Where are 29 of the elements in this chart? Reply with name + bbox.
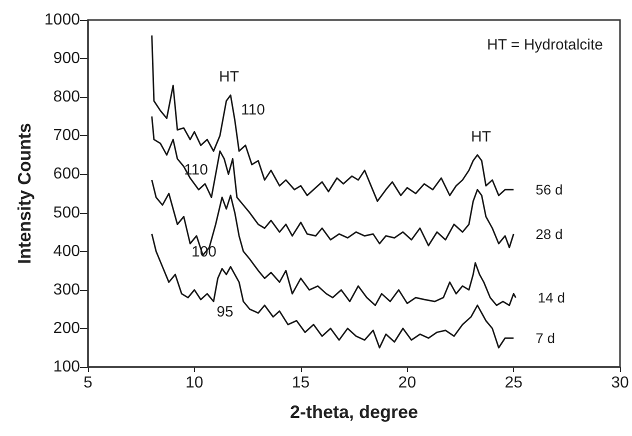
y-tick-label: 500 (53, 204, 80, 222)
y-axis-title: Intensity Counts (14, 122, 35, 264)
y-tick-label: 400 (53, 242, 80, 260)
series-label: 56 d (536, 182, 563, 198)
series-label: 7 d (536, 330, 556, 346)
x-tick-label: 5 (84, 374, 93, 392)
y-tick-label: 600 (53, 166, 80, 183)
y-tick-label: 700 (53, 127, 80, 144)
y-tick-label: 100 (53, 358, 80, 376)
line-series (151, 233, 514, 348)
annotation: 110 (241, 102, 265, 118)
x-tick-label: 20 (398, 374, 416, 392)
annotation: HT = Hydrotalcite (486, 36, 604, 54)
annotation: HT (471, 128, 491, 146)
x-tick-label: 10 (186, 374, 204, 392)
y-tick-label: 1000 (44, 12, 80, 28)
annotation: 95 (216, 304, 234, 320)
y-tick-label: 200 (53, 320, 80, 337)
x-tick-label: 15 (292, 374, 310, 392)
line-series (151, 179, 516, 306)
series-label: 14 d (538, 290, 565, 306)
series-label: 28 d (536, 226, 563, 242)
annotation: HT (219, 68, 239, 86)
x-tick-label: 30 (611, 374, 629, 392)
x-axis-title: 2-theta, degree (290, 402, 418, 422)
y-tick-label: 900 (53, 50, 80, 68)
y-tick-label: 800 (53, 88, 80, 106)
y-tick-label: 300 (53, 281, 80, 298)
x-tick-label: 25 (504, 374, 523, 392)
